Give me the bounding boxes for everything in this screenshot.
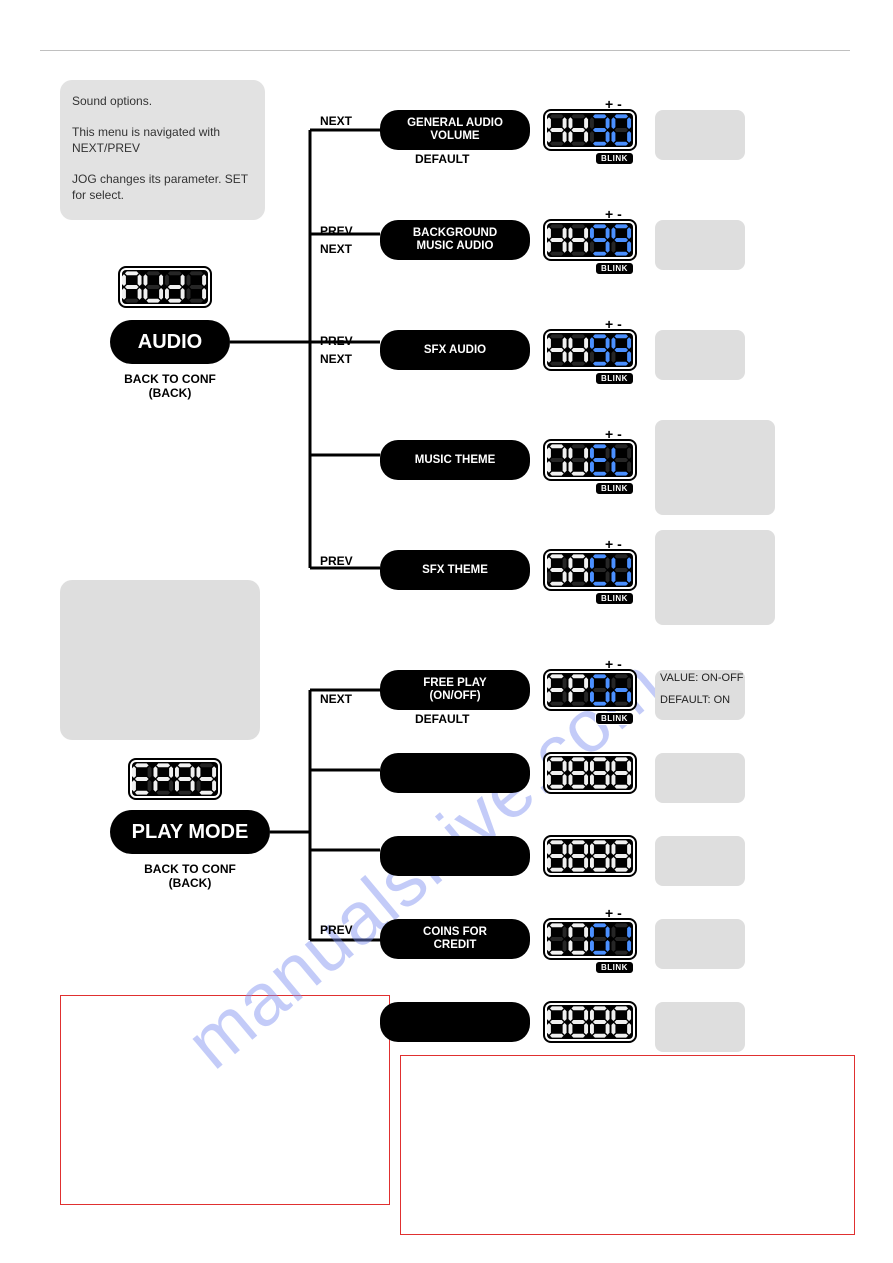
nav-label: NEXT	[320, 692, 352, 706]
nav-label: NEXT	[320, 352, 352, 366]
note-box	[655, 836, 745, 886]
item-lcd	[545, 441, 635, 479]
default-label: DEFAULT	[415, 712, 469, 726]
info-line3: JOG changes its parameter. SET for selec…	[72, 172, 253, 203]
item-lcd	[545, 920, 635, 958]
blink-badge: BLINK	[595, 592, 634, 605]
playmode-category-pill[interactable]: PLAY MODE	[110, 810, 270, 854]
red-box-right	[400, 1055, 855, 1235]
grey-box-left	[60, 580, 260, 740]
audio-category-pill[interactable]: AUDIO	[110, 320, 230, 364]
note-box	[655, 753, 745, 803]
menu-item-pill[interactable]: GENERAL AUDIOVOLUME	[380, 110, 530, 150]
item-lcd	[545, 1003, 635, 1041]
plus-minus-label: + -	[605, 905, 622, 921]
default-label: DEFAULT	[415, 152, 469, 166]
note-box	[655, 330, 745, 380]
item-lcd	[545, 221, 635, 259]
note-box	[655, 1002, 745, 1052]
note-box	[655, 110, 745, 160]
info-line2: This menu is navigated with NEXT/PREV	[72, 125, 253, 156]
note-text: DEFAULT: ON	[660, 694, 730, 706]
blink-badge: BLINK	[595, 152, 634, 165]
item-lcd	[545, 551, 635, 589]
item-lcd	[545, 754, 635, 792]
playmode-back-caption: BACK TO CONF (BACK)	[120, 862, 260, 890]
note-box	[655, 420, 775, 515]
menu-item-pill[interactable]	[380, 1002, 530, 1042]
red-box-left	[60, 995, 390, 1205]
nav-label: PREV	[320, 554, 353, 568]
playmode-category-lcd	[130, 760, 220, 798]
nav-label: NEXT	[320, 114, 352, 128]
item-lcd	[545, 837, 635, 875]
note-box	[655, 919, 745, 969]
menu-item-pill[interactable]	[380, 836, 530, 876]
blink-badge: BLINK	[595, 372, 634, 385]
menu-item-pill[interactable]: FREE PLAY(ON/OFF)	[380, 670, 530, 710]
plus-minus-label: + -	[605, 206, 622, 222]
item-lcd	[545, 111, 635, 149]
menu-item-pill[interactable]: BACKGROUNDMUSIC AUDIO	[380, 220, 530, 260]
audio-back-caption: BACK TO CONF (BACK)	[110, 372, 230, 400]
blink-badge: BLINK	[595, 262, 634, 275]
nav-label: PREV	[320, 224, 353, 238]
nav-label: PREV	[320, 334, 353, 348]
menu-item-pill[interactable]: SFX THEME	[380, 550, 530, 590]
audio-label: AUDIO	[138, 331, 202, 353]
menu-item-pill[interactable]: COINS FORCREDIT	[380, 919, 530, 959]
item-lcd	[545, 671, 635, 709]
audio-category-lcd	[120, 268, 210, 306]
blink-badge: BLINK	[595, 482, 634, 495]
plus-minus-label: + -	[605, 536, 622, 552]
plus-minus-label: + -	[605, 426, 622, 442]
blink-badge: BLINK	[595, 961, 634, 974]
info-line1: Sound options.	[72, 94, 253, 110]
note-box	[655, 530, 775, 625]
plus-minus-label: + -	[605, 316, 622, 332]
menu-item-pill[interactable]: MUSIC THEME	[380, 440, 530, 480]
menu-item-pill[interactable]	[380, 753, 530, 793]
note-box	[655, 220, 745, 270]
nav-label: PREV	[320, 923, 353, 937]
top-rule	[40, 50, 850, 51]
plus-minus-label: + -	[605, 656, 622, 672]
info-box: Sound options. This menu is navigated wi…	[60, 80, 265, 220]
item-lcd	[545, 331, 635, 369]
nav-label: NEXT	[320, 242, 352, 256]
playmode-label: PLAY MODE	[132, 821, 249, 843]
note-text: VALUE: ON-OFF	[660, 672, 744, 684]
blink-badge: BLINK	[595, 712, 634, 725]
menu-item-pill[interactable]: SFX AUDIO	[380, 330, 530, 370]
plus-minus-label: + -	[605, 96, 622, 112]
